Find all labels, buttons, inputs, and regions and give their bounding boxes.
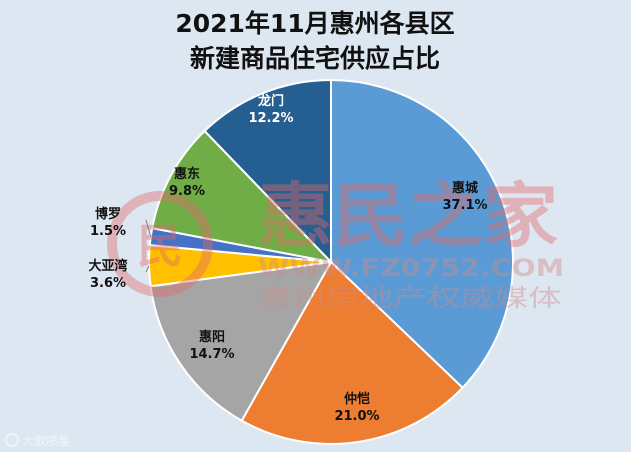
slice-value-label-2: 21.0% xyxy=(334,409,379,424)
slice-name-label-6: 惠东 xyxy=(174,166,200,182)
slice-name-label-4: 大亚湾 xyxy=(88,258,127,274)
footer-logo-icon xyxy=(5,433,19,447)
slice-value-label-4: 3.6% xyxy=(90,276,126,291)
slice-value-label-7: 12.2% xyxy=(248,111,293,126)
slice-value-label-3: 14.7% xyxy=(189,347,234,362)
leader-line-4 xyxy=(145,265,150,273)
slice-name-label-5: 博罗 xyxy=(95,206,121,222)
slice-value-label-6: 9.8% xyxy=(169,184,205,199)
slice-name-label-3: 惠阳 xyxy=(199,329,225,345)
watermark-url: WWW.FZ0752.COM xyxy=(258,254,564,282)
pie-data-labels: 惠城 37.1% 仲恺 21.0% 惠阳 14.7% 大亚湾 3.6% 博罗 1.5% 惠东 9.8%… xyxy=(88,93,487,424)
pie-slice-6 xyxy=(151,129,334,264)
pie-slice-1 xyxy=(330,78,514,390)
footer-logo-text: 大歌喷墨 xyxy=(22,433,70,448)
watermark: 民 惠民之家 WWW.FZ0752.COM 惠州房地产权威媒体 xyxy=(107,175,564,312)
slice-value-label-5: 1.5% xyxy=(90,224,126,239)
slice-name-label-7: 龙门 xyxy=(258,93,284,109)
footer-logo: 大歌喷墨 xyxy=(5,433,70,448)
leader-line-5 xyxy=(145,219,152,237)
chart-title-line-1: 2021年11月惠州各县区 xyxy=(175,9,454,38)
slice-name-label-2: 仲恺 xyxy=(344,391,370,407)
chart-title-line-2: 新建商品住宅供应占比 xyxy=(190,44,440,73)
pie-slice-7 xyxy=(203,78,332,265)
pie-slice-3 xyxy=(149,260,333,422)
slice-value-label-1: 37.1% xyxy=(442,198,487,213)
watermark-tagline: 惠州房地产权威媒体 xyxy=(258,284,562,312)
watermark-icon-glyph: 民 xyxy=(137,219,183,273)
pie-slices xyxy=(148,78,514,445)
slice-name-label-1: 惠城 xyxy=(452,180,478,196)
pie-slice-2 xyxy=(240,260,465,445)
watermark-logo-icon xyxy=(107,191,213,297)
watermark-logo-text: 惠民之家 xyxy=(258,175,558,257)
